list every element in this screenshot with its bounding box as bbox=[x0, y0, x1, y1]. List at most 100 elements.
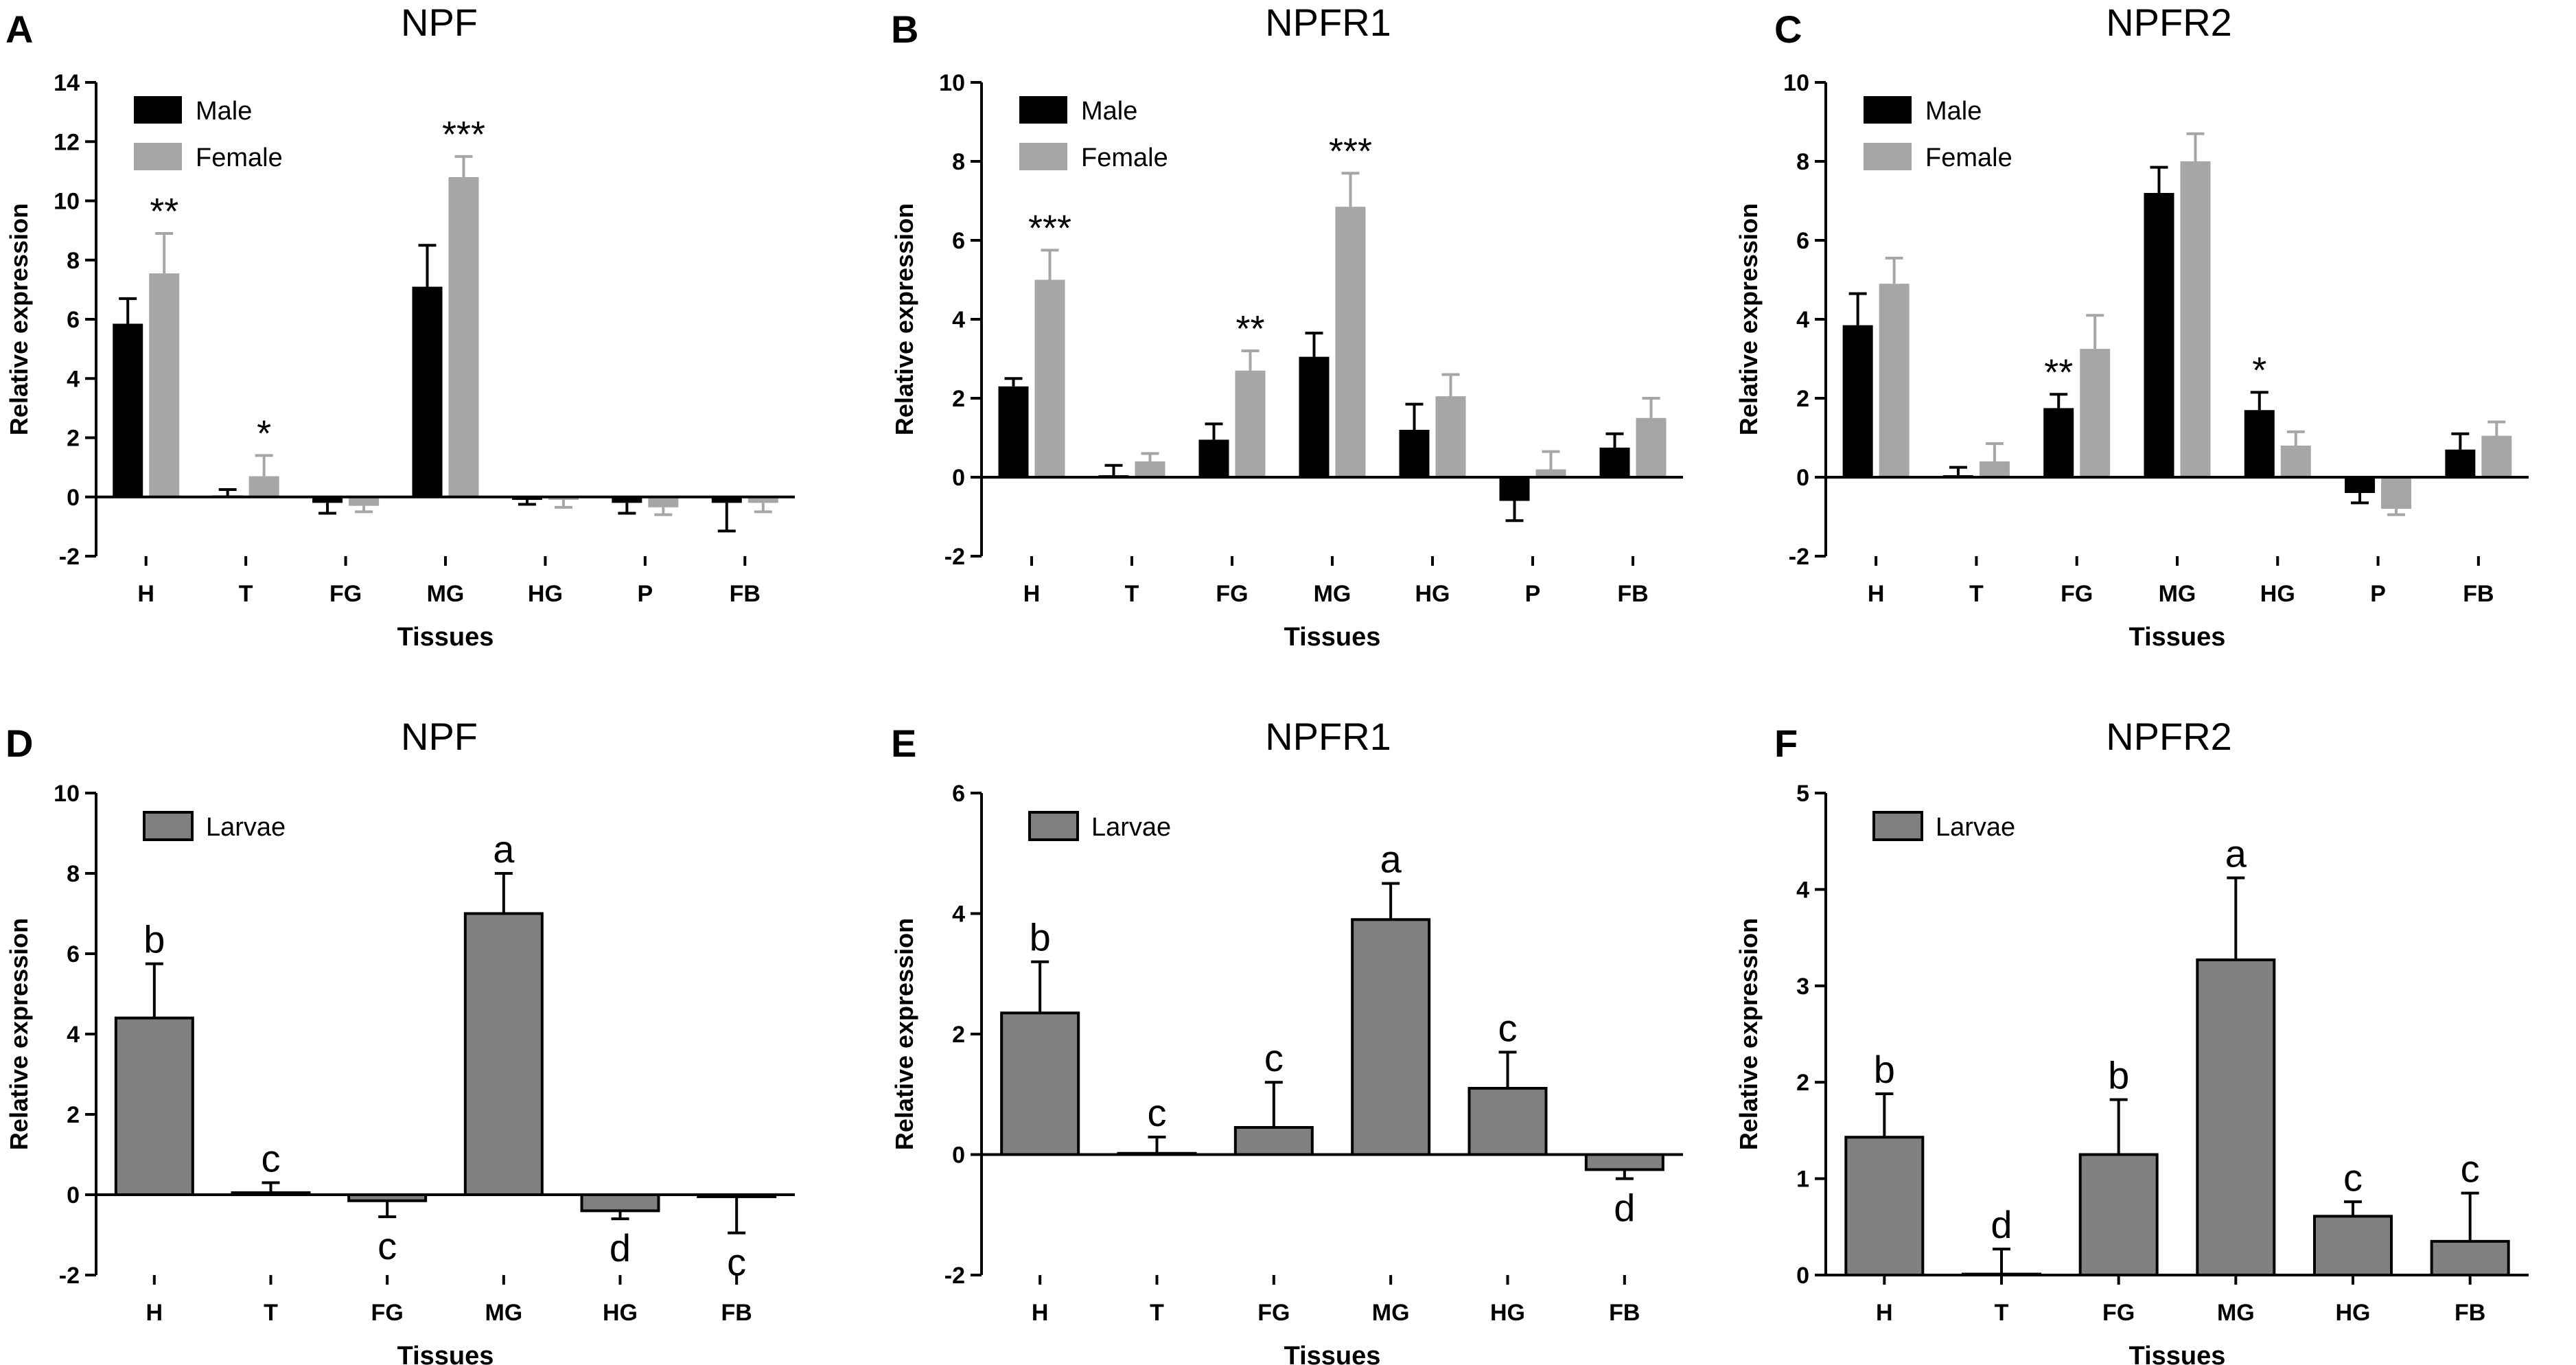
x-tick-label: FG bbox=[1257, 1300, 1290, 1326]
bar bbox=[113, 323, 143, 497]
chart-title: NPF bbox=[401, 1, 478, 44]
panel-letter: C bbox=[1774, 8, 1802, 51]
bar bbox=[998, 386, 1029, 477]
bar bbox=[2244, 410, 2275, 477]
y-axis-title: Relative expression bbox=[890, 203, 918, 435]
y-tick-label: 6 bbox=[952, 228, 965, 254]
bar bbox=[1335, 207, 1366, 477]
x-tick-label: T bbox=[264, 1300, 278, 1326]
bar bbox=[114, 1016, 194, 1196]
y-tick-label: 2 bbox=[67, 426, 80, 452]
bar bbox=[2144, 193, 2174, 477]
legend-label: Male bbox=[1925, 97, 1982, 126]
y-tick-label: 2 bbox=[67, 1102, 80, 1128]
y-tick-label: 0 bbox=[952, 1143, 965, 1169]
y-axis-title: Relative expression bbox=[890, 918, 918, 1150]
y-tick-label: 8 bbox=[1796, 149, 1809, 175]
y-tick-label: 4 bbox=[952, 307, 965, 333]
x-tick-label: MG bbox=[427, 581, 465, 607]
panel-letter: E bbox=[891, 722, 916, 765]
y-tick-label: 4 bbox=[1796, 307, 1809, 333]
bar bbox=[2180, 161, 2211, 477]
y-tick-label: 6 bbox=[1796, 228, 1809, 254]
y-axis-title: Relative expression bbox=[1734, 203, 1763, 435]
y-tick-label: 0 bbox=[1796, 1263, 1809, 1289]
significance-label: ** bbox=[1235, 308, 1264, 349]
x-tick-label: HG bbox=[2260, 581, 2295, 607]
significance-label: *** bbox=[1028, 207, 1071, 249]
group-letter: c bbox=[2461, 1147, 2480, 1191]
significance-label: * bbox=[2252, 349, 2266, 391]
bar bbox=[1000, 1011, 1080, 1156]
y-tick-label: 6 bbox=[67, 941, 80, 967]
y-tick-label: 4 bbox=[67, 366, 80, 392]
bar bbox=[580, 1193, 660, 1213]
x-tick-label: H bbox=[1023, 581, 1041, 607]
y-tick-label: 10 bbox=[54, 189, 80, 215]
group-letter: a bbox=[493, 827, 515, 871]
legend-label: Male bbox=[196, 97, 252, 126]
y-tick-label: 10 bbox=[1783, 70, 1809, 96]
x-tick-label: H bbox=[1868, 581, 1885, 607]
y-tick-label: 8 bbox=[67, 861, 80, 887]
x-tick-label: FB bbox=[721, 1300, 752, 1326]
x-tick-label: HG bbox=[1490, 1300, 1525, 1326]
bar bbox=[2280, 446, 2311, 477]
panel-letter: D bbox=[5, 722, 33, 765]
bar bbox=[548, 496, 579, 501]
y-tick-label: -2 bbox=[1789, 544, 1809, 570]
y-axis-title: Relative expression bbox=[5, 203, 33, 435]
x-tick-label: FG bbox=[2102, 1300, 2135, 1326]
group-letter: c bbox=[378, 1224, 397, 1268]
bar bbox=[1467, 1086, 1548, 1156]
y-tick-label: 0 bbox=[1796, 465, 1809, 491]
x-tick-label: T bbox=[1969, 581, 1984, 607]
chart-panel-d: D NPF -2 0 2 4 6 8 10 Relative expression H T FG MG HG… bbox=[5, 715, 795, 1365]
y-tick-label: 12 bbox=[54, 129, 80, 155]
bar bbox=[2430, 1239, 2510, 1276]
x-tick-label: FG bbox=[1216, 581, 1248, 607]
group-letter: d bbox=[610, 1226, 631, 1270]
bar bbox=[1235, 370, 1266, 477]
y-tick-label: 6 bbox=[952, 781, 965, 807]
bar bbox=[2481, 435, 2512, 477]
bar bbox=[2345, 477, 2376, 493]
bar bbox=[448, 177, 479, 497]
panel-letter: A bbox=[5, 8, 33, 51]
legend-swatch bbox=[1019, 96, 1067, 124]
y-tick-label: 4 bbox=[67, 1022, 80, 1048]
bar bbox=[747, 496, 778, 503]
legend-label: Female bbox=[196, 144, 283, 172]
significance-label: ** bbox=[150, 191, 178, 232]
legend-swatch bbox=[1872, 811, 1923, 841]
bar bbox=[1535, 469, 1566, 477]
group-letter: d bbox=[1991, 1203, 2012, 1246]
x-axis-title: Tissues bbox=[397, 623, 494, 652]
x-tick-label: H bbox=[137, 581, 154, 607]
bar bbox=[1135, 461, 1165, 477]
x-axis-title: Tissues bbox=[2129, 1342, 2226, 1365]
group-letter: b bbox=[1874, 1048, 1895, 1091]
y-axis-title: Relative expression bbox=[5, 918, 33, 1150]
chart-panel-b: B NPFR1 -2 0 2 4 6 8 10 Relative expression H T FG MG… bbox=[890, 1, 1683, 652]
bar bbox=[1299, 356, 1330, 477]
bar bbox=[149, 273, 180, 497]
y-tick-label: -2 bbox=[944, 544, 965, 570]
x-tick-label: T bbox=[1995, 1300, 2009, 1326]
y-tick-label: 0 bbox=[952, 465, 965, 491]
bar bbox=[648, 496, 679, 507]
legend-swatch bbox=[134, 96, 182, 124]
y-tick-label: 0 bbox=[67, 485, 80, 511]
chart-panel-a: A NPF -2 0 2 4 6 8 10 12 14 Relative expression H T FG… bbox=[5, 1, 795, 652]
bar bbox=[1198, 439, 1229, 477]
legend-swatch bbox=[1864, 96, 1912, 124]
bar bbox=[2043, 408, 2074, 477]
group-letter: b bbox=[2108, 1053, 2129, 1097]
x-tick-label: FB bbox=[1609, 1300, 1640, 1326]
bar bbox=[1499, 477, 1530, 501]
bar bbox=[1599, 447, 1630, 477]
panel-letter: B bbox=[891, 8, 918, 51]
bar bbox=[412, 286, 443, 497]
bar bbox=[511, 496, 542, 501]
